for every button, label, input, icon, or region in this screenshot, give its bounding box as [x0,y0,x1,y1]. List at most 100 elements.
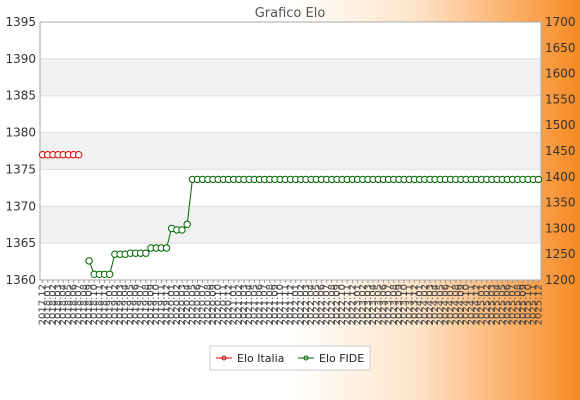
y-right-tick-label: 1200 [545,273,576,287]
series-points [38,151,543,278]
x-tick-label: 2025.03 [487,284,498,325]
x-tick-label: 2020.08 [203,284,214,325]
y-left-tick-label: 1395 [5,15,36,29]
x-tick-label: 2022.06 [316,284,327,325]
legend-swatch-fide-marker [303,355,309,361]
x-tick-label: 2019.03 [115,284,126,325]
x-tick-label: 2021.04 [244,284,255,325]
x-tick-label: 2021.11 [280,284,291,325]
x-tick-label: 2024.06 [440,284,451,325]
x-tick-label: 2024.08 [451,284,462,325]
x-tick-label: 2025.07 [508,284,519,325]
x-tick-label: 2025.02 [482,284,493,325]
x-tick-label: 2023.05 [373,284,384,325]
x-tick-label: 2024.12 [471,284,482,325]
x-tick-label: 2017.12 [38,284,49,325]
x-tick-label: 2021.01 [229,284,240,325]
x-tick-label: 2018.07 [74,284,85,325]
x-tick-label: 2019.11 [156,284,167,325]
x-axis-ticks: 2017.122018.012018.022018.032018.042018.… [38,280,544,325]
x-tick-label: 2018.12 [100,284,111,325]
y-right-tick-label: 1250 [545,247,576,261]
x-tick-label: 2018.04 [58,284,69,325]
chart-title: Grafico Elo [255,6,326,21]
x-tick-label: 2019.07 [136,284,147,325]
data-point [142,249,150,257]
x-tick-label: 2018.11 [94,284,105,325]
x-tick-label: 2020.11 [218,284,229,325]
y-left-tick-label: 1375 [5,162,36,176]
x-tick-label: 2022.02 [296,284,307,325]
y-right-tick-label: 1300 [545,221,576,235]
y-right-tick-label: 1400 [545,170,576,184]
y-left-tick-label: 1365 [5,236,36,250]
plot-band [40,58,541,96]
y-left-tick-label: 1385 [5,89,36,103]
data-point [162,244,171,252]
x-tick-label: 2018.01 [43,284,54,325]
x-tick-label: 2024.05 [435,284,446,325]
x-tick-label: 2023.10 [399,284,410,325]
x-tick-label: 2018.10 [89,284,100,325]
y-right-tick-label: 1700 [545,15,576,29]
data-point [85,257,93,265]
legend-swatch-italia-marker [221,355,227,361]
x-tick-label: 2024.03 [425,284,436,325]
x-tick-label: 2022.12 [347,284,358,325]
x-tick-label: 2020.07 [198,284,209,325]
y-right-tick-label: 1650 [545,41,576,55]
y-left-tick-label: 1360 [5,273,36,287]
y-right-tick-label: 1350 [545,196,576,210]
data-point [178,226,186,234]
x-tick-label: 2024.02 [420,284,431,325]
plot-bands [40,22,541,280]
legend-box [209,345,371,371]
plot-band [40,206,541,244]
x-tick-label: 2018.09 [84,284,95,325]
x-tick-label: 2022.11 [342,284,353,325]
x-tick-label: 2023.02 [358,284,369,325]
x-tick-label: 2020.04 [182,284,193,325]
x-tick-label: 2023.11 [404,284,415,325]
x-tick-label: 2022.07 [322,284,333,325]
x-tick-label: 2021.03 [239,284,250,325]
x-tick-label: 2025.04 [492,284,503,325]
y-right-tick-label: 1500 [545,118,576,132]
grid-lines [39,21,542,281]
x-tick-label: 2023.12 [409,284,420,325]
x-tick-label: 2022.08 [327,284,338,325]
x-tick-label: 2018.06 [69,284,80,325]
x-tick-label: 2018.08 [79,284,90,325]
x-tick-label: 2020.03 [177,284,188,325]
x-tick-label: 2025.09 [518,284,529,325]
x-tick-label: 2025.10 [523,284,534,325]
y-left-tick-label: 1370 [5,199,36,213]
y-left-tick-label: 1390 [5,52,36,66]
x-tick-label: 2024.09 [456,284,467,325]
x-tick-label: 2023.09 [394,284,405,325]
x-tick-label: 2018.05 [63,284,74,325]
x-tick-label: 2021.02 [234,284,245,325]
x-tick-label: 2025.08 [513,284,524,325]
x-tick-label: 2021.10 [275,284,286,325]
x-tick-label: 2019.08 [141,284,152,325]
x-tick-label: 2020.06 [193,284,204,325]
x-tick-label: 2021.08 [265,284,276,325]
x-tick-label: 2024.10 [461,284,472,325]
x-tick-label: 2025.05 [497,284,508,325]
x-tick-label: 2021.09 [270,284,281,325]
x-tick-label: 2022.03 [301,284,312,325]
x-tick-label: 2019.02 [110,284,121,325]
legend-label-fide: Elo FIDE [319,352,364,365]
x-tick-label: 2023.08 [389,284,400,325]
x-tick-label: 2018.03 [53,284,64,325]
x-tick-label: 2019.12 [162,284,173,325]
x-tick-label: 2024.11 [466,284,477,325]
data-point [534,175,543,184]
x-tick-label: 2025.11 [528,284,539,325]
plot-band [40,132,541,170]
data-point [75,151,83,159]
x-tick-label: 2020.01 [167,284,178,325]
